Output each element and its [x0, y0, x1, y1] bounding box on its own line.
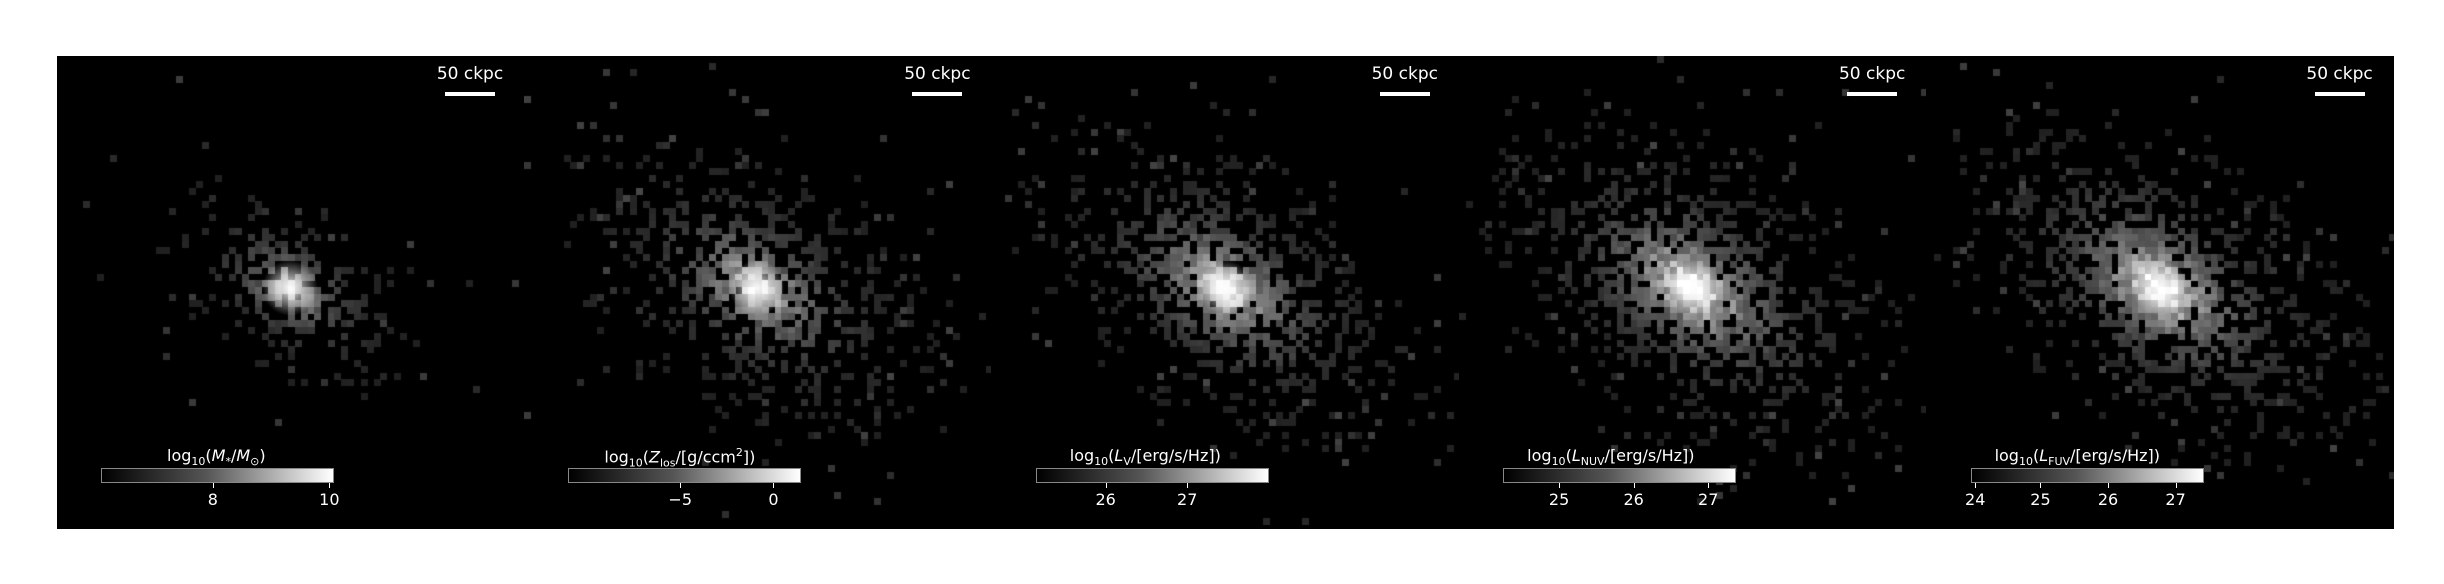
colorbar-tick: [212, 483, 214, 488]
colorbar-tick-label: 25: [2030, 490, 2051, 509]
nuv-luminosity-panel: 50 ckpc log10(LNUV/[erg/s/Hz]) 25 26 27: [1459, 56, 1927, 529]
colorbar-tick: [1187, 483, 1189, 488]
colorbar-tick-label: 25: [1548, 490, 1570, 509]
colorbar-title: log10(Zlos/[g/ccm2]): [604, 446, 756, 470]
colorbar-tick: [773, 483, 775, 488]
colorbar-tick-label: 26: [1095, 490, 1116, 509]
colorbar-tick: [1708, 483, 1710, 488]
scale-bar: [1847, 92, 1898, 96]
v-band-luminosity-map: [991, 56, 1459, 529]
colorbar-tick-label: −5: [668, 490, 693, 509]
scale-bar-label: 50 ckpc: [436, 64, 504, 84]
colorbar-tick-label: 27: [2165, 490, 2186, 509]
fuv-luminosity-panel: 50 ckpc log10(LFUV/[erg/s/Hz]) 24 25 26 27: [1926, 56, 2394, 529]
nuv-luminosity-map: [1459, 56, 1927, 529]
stellar-mass-map: [57, 56, 524, 529]
colorbar: [1035, 468, 1269, 483]
scale-bar-label: 50 ckpc: [1371, 64, 1438, 84]
colorbar-tick-label: 26: [2097, 490, 2119, 509]
colorbar-tick-label: 10: [319, 490, 340, 509]
scale-bar-label: 50 ckpc: [1838, 64, 1906, 84]
colorbar-title: log10(M*/M⊙): [167, 446, 266, 469]
colorbar: [1970, 468, 2204, 483]
colorbar-tick: [1105, 483, 1107, 488]
colorbar-tick: [1633, 483, 1635, 488]
scale-bar-label: 50 ckpc: [2306, 64, 2373, 84]
colorbar-tick: [1559, 483, 1561, 488]
scale-bar: [445, 92, 495, 96]
colorbar-tick: [1975, 483, 1977, 488]
colorbar: [1503, 468, 1737, 483]
colorbar-title: log10(LV/[erg/s/Hz]): [1069, 446, 1221, 469]
galaxy-map-strip: 50 ckpc log10(M*/M⊙) 8 10 50 ckpc log10(Z…: [57, 56, 2394, 529]
colorbar: [568, 468, 802, 483]
colorbar: [101, 468, 334, 483]
colorbar-tick: [2175, 483, 2177, 488]
colorbar-tick-label: 27: [1177, 490, 1198, 509]
colorbar-tick-label: 0: [768, 490, 779, 509]
scale-bar-label: 50 ckpc: [904, 64, 971, 84]
colorbar-tick: [680, 483, 682, 488]
column-density-panel: 50 ckpc log10(Zlos/[g/ccm2]) −5 0: [524, 56, 992, 529]
colorbar-tick: [2040, 483, 2042, 488]
scale-bar: [912, 92, 963, 96]
colorbar-tick-label: 8: [207, 490, 218, 509]
colorbar-tick-label: 24: [1965, 490, 1986, 509]
scale-bar: [1379, 92, 1430, 96]
colorbar-tick: [2108, 483, 2110, 488]
colorbar-title: log10(LNUV/[erg/s/Hz]): [1527, 446, 1695, 469]
v-band-luminosity-panel: 50 ckpc log10(LV/[erg/s/Hz]) 26 27: [991, 56, 1459, 529]
colorbar-tick: [329, 483, 331, 488]
scale-bar: [2314, 92, 2365, 96]
colorbar-title: log10(LFUV/[erg/s/Hz]): [1994, 446, 2160, 469]
column-density-map: [524, 56, 992, 529]
stellar-mass-panel: 50 ckpc log10(M*/M⊙) 8 10: [57, 56, 524, 529]
colorbar-tick-label: 27: [1698, 490, 1719, 509]
fuv-luminosity-map: [1926, 56, 2394, 529]
colorbar-tick-label: 26: [1623, 490, 1644, 509]
